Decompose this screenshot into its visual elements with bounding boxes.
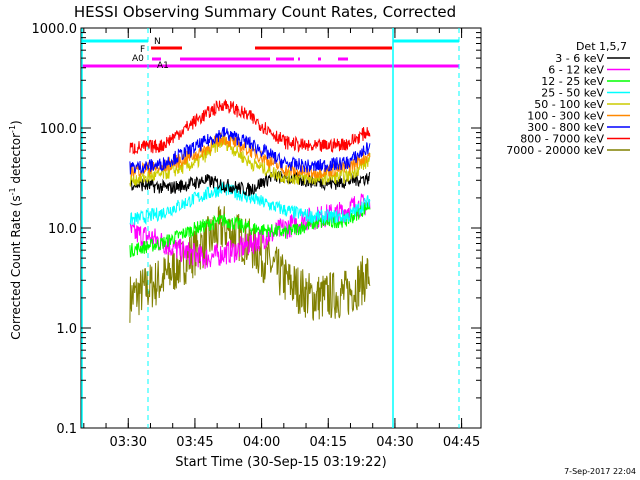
series-line [129,181,371,226]
series-line [129,99,371,155]
chart-title: HESSI Observing Summary Count Rates, Cor… [74,3,456,21]
x-tick-label: 03:30 [110,435,147,450]
x-tick-label: 04:15 [310,435,347,450]
series-line [129,193,371,269]
y-tick-label: 0.1 [56,422,77,437]
legend-label: 300 - 800 keV [527,121,604,134]
generated-timestamp: 7-Sep-2017 22:04 [564,467,636,476]
legend-label: 3 - 6 keV [555,52,604,65]
series-lines [129,99,371,323]
x-tick-label: 03:45 [176,435,213,450]
plot-area: 0.1 1.0 10.0 100.0 1000.0 03:30 03:45 04:00 04:… [32,22,482,450]
flag-label-a1: A1 [157,61,169,71]
legend-label: 6 - 12 keV [548,64,604,77]
x-tick-label: 04:00 [243,435,280,450]
legend-label: 50 - 100 keV [534,98,604,111]
flag-label-a0: A0 [132,54,144,64]
series-line [129,126,371,175]
y-tick-label: 1000.0 [32,22,78,37]
flag-bars [82,39,459,68]
x-tick-label: 04:45 [443,435,480,450]
y-tick-label: 1.0 [56,322,77,337]
legend-title: Det 1,5,7 [576,40,627,53]
y-axis-label: Corrected Count Rate (s-1 detector-1) [8,120,23,339]
legend-label: 25 - 50 keV [541,87,604,100]
series-line [129,169,371,197]
flag-label-n: N [154,37,161,47]
x-axis-label: Start Time (30-Sep-15 03:19:22) [175,455,386,470]
y-tick-label: 100.0 [40,122,77,137]
legend-label: 800 - 7000 keV [520,133,604,146]
x-tick-label: 04:30 [376,435,413,450]
y-tick-label: 10.0 [48,222,77,237]
y-axis-ticks: 0.1 1.0 10.0 100.0 1000.0 [32,22,481,437]
legend-label: 100 - 300 keV [527,110,604,123]
flag-label-f: F [140,45,145,55]
series-line [129,205,371,323]
x-axis-ticks: 03:30 03:45 04:00 04:15 04:30 04:45 [83,28,480,450]
legend-label: 12 - 25 keV [541,75,604,88]
legend-label: 7000 - 20000 keV [506,144,604,157]
